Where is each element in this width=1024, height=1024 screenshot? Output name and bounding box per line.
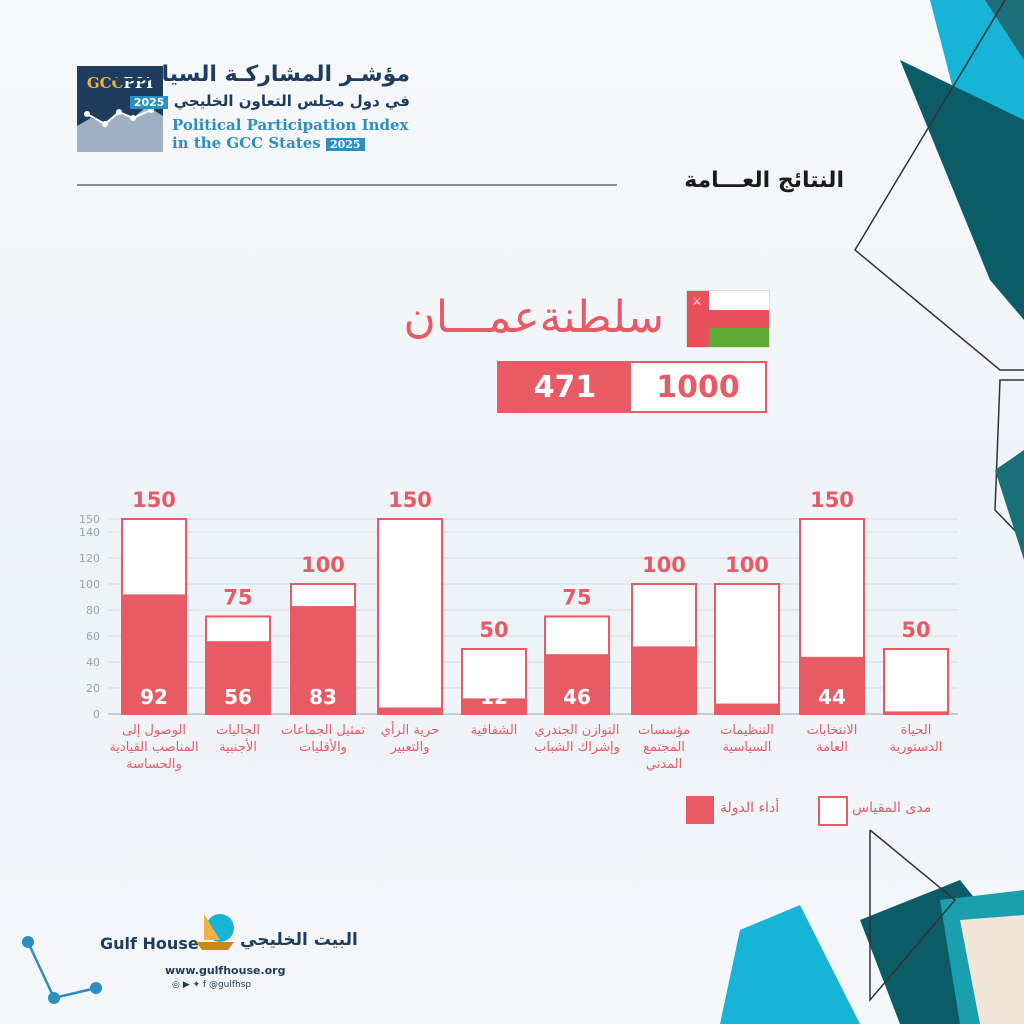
ship-logo-icon [196, 914, 234, 950]
performance-value-label: 44 [818, 685, 846, 709]
gccppi-logo: GCCPPI [77, 66, 163, 152]
logo-ppi-text: PPI [123, 74, 154, 92]
category-label: الجاليات [216, 723, 260, 738]
oman-flag-icon: ⚔ [686, 290, 770, 348]
performance-bar [801, 656, 863, 714]
category-label: الشفافية [471, 723, 518, 738]
scale-bar [714, 583, 780, 715]
y-tick-label: 60 [86, 630, 100, 643]
category-label: الأجنبية [219, 738, 257, 755]
legend-label-scale: مدى المقياس [852, 800, 932, 816]
performance-bar [885, 711, 947, 714]
legend-label-performance: أداء الدولة [720, 800, 780, 816]
category-label: التوازن الجندري [535, 723, 620, 738]
category-label: والتعبير [389, 740, 429, 755]
category-label: حرية الرأي [381, 721, 439, 738]
total-score-max: 1000 [656, 369, 740, 405]
header-divider [77, 184, 617, 186]
category-label: الوصول إلى [122, 723, 186, 738]
y-tick-label: 150 [79, 513, 100, 526]
category-label: مؤسسات [638, 723, 690, 738]
scale-value-label: 150 [132, 488, 176, 512]
performance-bar [463, 698, 525, 714]
performance-value-label: 46 [563, 685, 591, 709]
y-tick-label: 120 [79, 552, 100, 565]
category-label: الانتخابات [807, 723, 858, 738]
category-label: الدستورية [890, 740, 943, 755]
index-subtitle-ar: في دول مجلس التعاون الخليجي 2025 [129, 92, 410, 110]
index-title-en-line1: Political Participation Index [172, 116, 409, 134]
category-label: وإشراك الشباب [534, 740, 620, 755]
gulf-house-url[interactable]: www.gulfhouse.org [165, 964, 286, 977]
scale-value-label: 50 [479, 618, 508, 642]
country-name: سلطنةعمـــان [403, 292, 664, 343]
category-label: التنظيمات [720, 723, 774, 738]
y-tick-label: 80 [86, 604, 100, 617]
gulf-house-name-en: Gulf House [100, 934, 199, 953]
y-tick-label: 40 [86, 656, 100, 669]
performance-value-label: 2 [909, 685, 923, 709]
category-label: والأقليات [299, 738, 347, 755]
performance-value-label: 56 [224, 685, 252, 709]
performance-value-label: 92 [140, 685, 168, 709]
performance-bar [633, 646, 695, 714]
scale-value-label: 75 [223, 586, 252, 610]
scale-value-label: 50 [901, 618, 930, 642]
svg-text:⚔: ⚔ [692, 295, 702, 308]
y-tick-label: 0 [93, 708, 100, 721]
total-score-box: 471 1000 [497, 361, 767, 413]
scale-value-label: 100 [301, 553, 345, 577]
year-badge-ar: 2025 [129, 96, 169, 109]
category-label: العامة [816, 740, 848, 755]
category-label: الحياة [901, 723, 932, 738]
category-label: السياسية [723, 740, 772, 755]
performance-bar [716, 703, 778, 714]
scale-value-label: 150 [810, 488, 854, 512]
social-handle: @gulfhsp [208, 980, 252, 990]
index-title-en: Political Participation Index in the GCC… [172, 116, 409, 152]
y-tick-label: 140 [79, 526, 100, 539]
scale-bar [377, 518, 443, 715]
performance-value-label: 5 [403, 685, 417, 709]
logo-graph-icon [77, 106, 163, 152]
scale-value-label: 100 [642, 553, 686, 577]
performance-bar [123, 594, 185, 714]
index-title-en-line2-text: in the GCC States [172, 134, 321, 152]
total-score-value: 471 [499, 363, 631, 411]
scale-bar [883, 648, 949, 715]
legend-swatch-scale [818, 796, 848, 826]
category-label: والحساسة [126, 757, 182, 772]
index-subtitle-text: في دول مجلس التعاون الخليجي [173, 92, 410, 110]
y-tick-label: 100 [79, 578, 100, 591]
category-label: المدني [646, 757, 682, 772]
year-badge-en: 2025 [325, 138, 365, 151]
scale-value-label: 100 [725, 553, 769, 577]
performance-bar [546, 654, 608, 714]
index-title-en-line2: in the GCC States 2025 [172, 134, 409, 152]
performance-value-label: 12 [480, 685, 508, 709]
category-label: تمثيل الجماعات [281, 723, 366, 738]
gulf-house-name-ar: البيت الخليجي [240, 930, 358, 950]
performance-bar [207, 641, 269, 714]
legend-swatch-performance [686, 796, 714, 824]
section-title: النتائج العـــامة [684, 168, 844, 193]
social-icons[interactable]: ◎ ▶ ✦ f [172, 980, 207, 990]
category-label: المناصب القيادية [109, 740, 198, 755]
performance-bar [292, 606, 354, 714]
scale-value-label: 150 [388, 488, 432, 512]
scale-value-label: 75 [562, 586, 591, 610]
y-tick-label: 20 [86, 682, 100, 695]
index-title-ar: مؤشـر المشاركـة السياسيـة [110, 62, 410, 87]
performance-bar [379, 707, 441, 714]
gulf-house-social: ◎ ▶ ✦ f @gulfhsp [172, 980, 251, 990]
logo-gcc-text: GCC [86, 74, 124, 92]
performance-value-label: 83 [309, 685, 337, 709]
category-label: المجتمع [643, 740, 685, 755]
